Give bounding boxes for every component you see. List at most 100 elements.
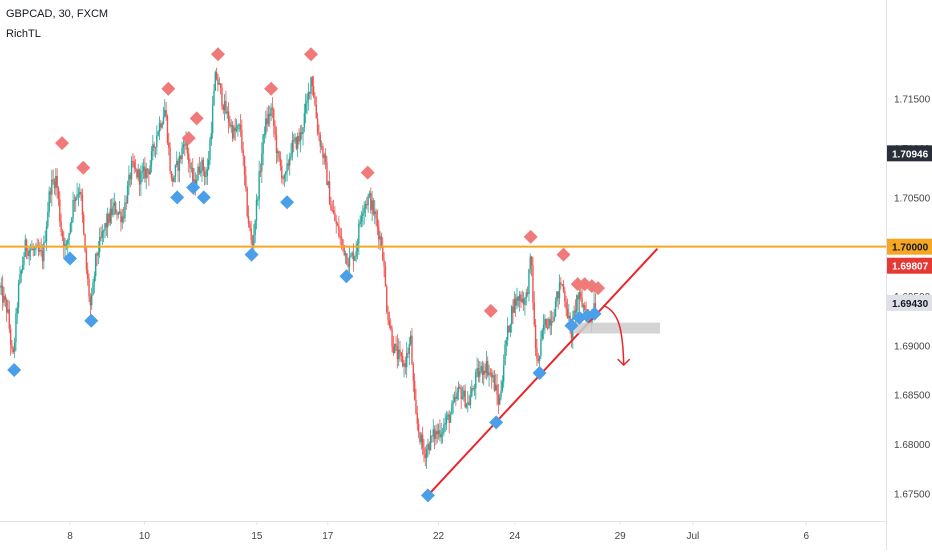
candle-body — [562, 284, 565, 292]
candle-body — [279, 158, 282, 166]
candle-body — [227, 111, 230, 123]
candle-body — [41, 250, 44, 262]
candle-body — [366, 203, 368, 206]
candle-body — [528, 269, 530, 294]
candle-body — [500, 391, 502, 398]
candles-group — [0, 67, 597, 469]
candle-body — [386, 286, 388, 312]
candle-body — [303, 113, 306, 128]
candle-body — [469, 396, 472, 405]
candle-body — [60, 221, 62, 232]
candle-body — [250, 228, 252, 240]
candle-body — [314, 96, 316, 105]
swing-low-marker — [196, 190, 211, 205]
swing-high-marker — [264, 81, 279, 96]
candle-body — [157, 132, 159, 136]
candle-body — [390, 325, 392, 329]
candle-body — [506, 325, 509, 341]
candle-body — [87, 269, 89, 279]
candle-body — [81, 194, 84, 215]
candle-body — [25, 239, 28, 252]
swing-high-marker — [483, 303, 498, 318]
candle-body — [246, 188, 248, 216]
candle-body — [460, 387, 462, 400]
candle-body — [112, 206, 114, 215]
swing-low-marker — [532, 365, 547, 380]
candle-body — [427, 443, 429, 450]
candle-body — [109, 208, 112, 223]
candle-body — [0, 285, 3, 288]
candle-body — [188, 153, 190, 164]
candle-body — [282, 178, 284, 180]
candle-body — [578, 292, 581, 300]
candle-body — [158, 123, 161, 133]
candle-body — [267, 113, 270, 125]
candle-body — [286, 163, 288, 173]
candle-body — [118, 211, 121, 213]
candle-body — [28, 250, 30, 256]
candle-body — [173, 176, 175, 182]
candle-body — [300, 132, 303, 134]
candle-body — [195, 179, 198, 188]
candle-body — [540, 338, 542, 356]
candle-body — [359, 221, 361, 224]
candle-body — [120, 211, 122, 223]
candle-body — [100, 236, 102, 238]
candle-body — [521, 298, 523, 303]
y-tick-label: 1.67500 — [894, 489, 931, 500]
candle-body — [56, 175, 58, 188]
candle-body — [32, 248, 34, 251]
candle-body — [433, 429, 436, 439]
y-tick-label: 1.70500 — [894, 193, 931, 204]
candle-body — [497, 394, 500, 405]
symbol-title[interactable]: GBPCAD, 30, FXCM — [6, 8, 109, 20]
candle-body — [537, 358, 539, 362]
candle-body — [209, 139, 211, 160]
swing-low-marker — [186, 180, 201, 195]
candle-body — [348, 256, 351, 267]
candle-body — [403, 363, 405, 367]
candle-body — [331, 210, 333, 212]
candle-body — [557, 291, 559, 299]
candle-body — [125, 202, 127, 204]
candle-body — [481, 366, 484, 376]
candle-body — [37, 246, 40, 252]
candle-body — [449, 414, 452, 423]
candle-body — [363, 208, 365, 214]
candle-body — [362, 213, 364, 216]
candle-body — [533, 302, 535, 325]
price-label-box — [887, 294, 932, 311]
candle-body — [380, 236, 383, 247]
candle-body — [299, 132, 302, 142]
candle-body — [162, 116, 165, 124]
candle-body — [476, 367, 478, 373]
candle-body — [307, 91, 310, 100]
candle-body — [451, 403, 453, 415]
price-label-box — [887, 145, 932, 162]
candle-body — [411, 335, 413, 365]
candle-body — [517, 296, 520, 301]
candle-body — [144, 166, 146, 179]
candle-body — [172, 178, 174, 182]
candle-body — [114, 202, 117, 214]
candle-body — [7, 309, 9, 313]
candle-body — [259, 171, 262, 173]
candle-body — [166, 115, 169, 143]
candle-body — [110, 208, 113, 215]
candle-body — [374, 211, 376, 215]
candle-body — [464, 390, 466, 408]
candle-body — [169, 147, 171, 172]
candle-body — [105, 223, 108, 228]
candle-body — [383, 259, 385, 267]
price-label-box — [887, 257, 932, 274]
candle-body — [415, 399, 417, 414]
candle-body — [496, 384, 498, 395]
indicator-label[interactable]: RichTL — [6, 28, 41, 40]
candle-body — [404, 363, 407, 368]
candle-body — [405, 352, 408, 368]
candle-body — [219, 83, 222, 88]
candle-body — [17, 283, 20, 308]
swing-low-marker — [489, 415, 504, 430]
